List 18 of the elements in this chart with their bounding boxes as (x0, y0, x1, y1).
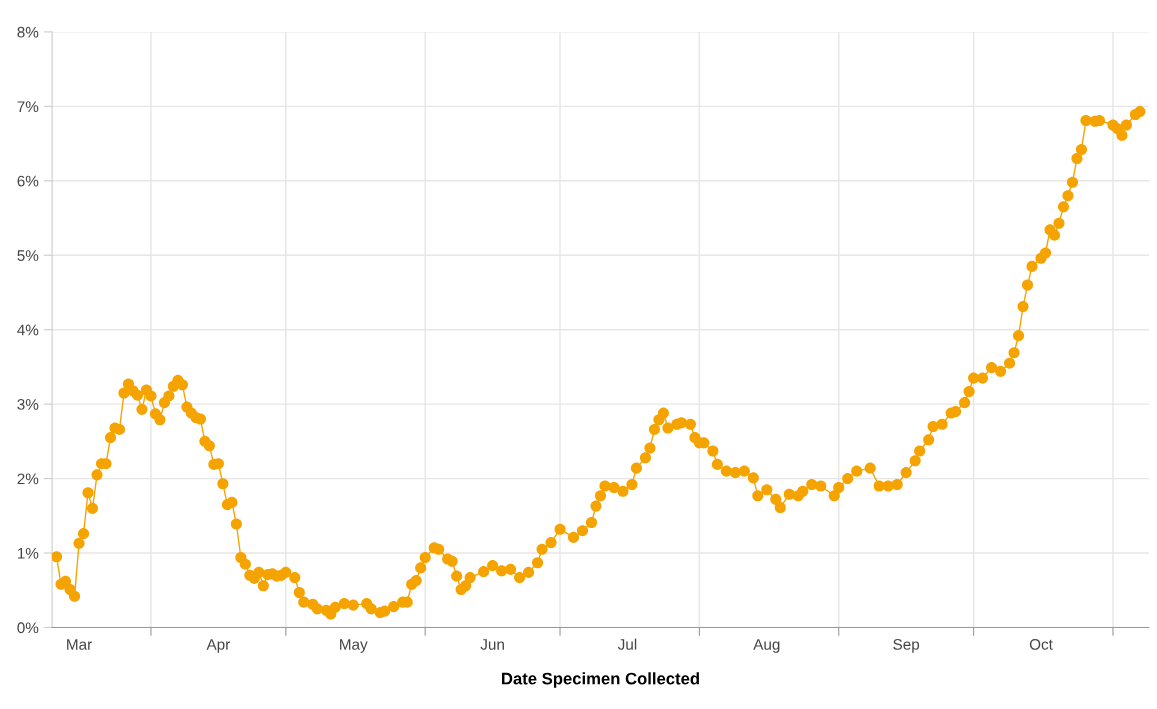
y-tick-label: 2% (17, 473, 39, 485)
y-tick-label: 8% (17, 26, 39, 38)
x-axis-title: Date Specimen Collected (502, 672, 699, 688)
y-tick-label: 7% (17, 101, 39, 112)
x-tick-label: Jun (480, 639, 504, 650)
x-tick-label: Aug (753, 639, 780, 653)
y-tick-label: 6% (17, 175, 39, 187)
x-tick-label: Jul (617, 638, 637, 650)
y-tick-label: 1% (17, 547, 39, 559)
y-tick-label: 0% (17, 622, 39, 634)
y-tick-label: 3% (17, 399, 39, 410)
x-tick-label: May (340, 639, 368, 653)
x-tick-label: Sep (893, 638, 920, 653)
x-tick-label: Apr (206, 639, 231, 653)
x-tick-label: Mar (67, 639, 92, 650)
y-tick-label: 4% (17, 324, 39, 336)
x-tick-label: Oct (1029, 638, 1053, 650)
y-tick-label: 5% (17, 250, 39, 261)
